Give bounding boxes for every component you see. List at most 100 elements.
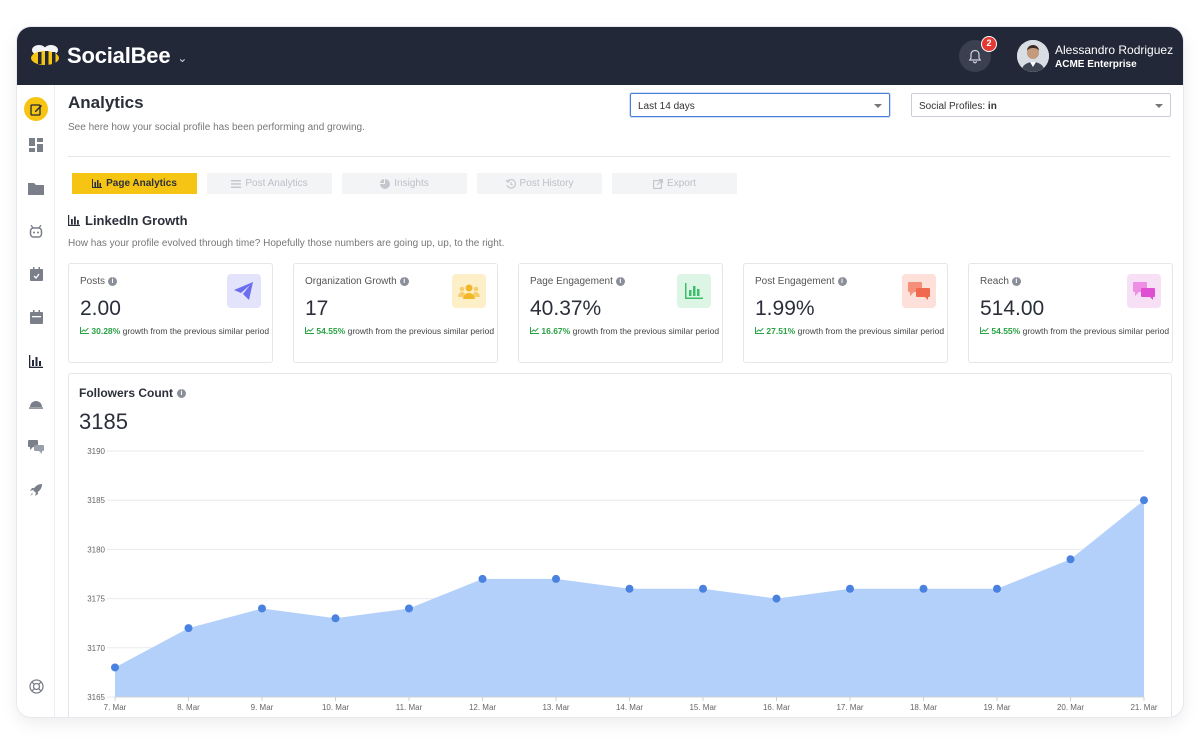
info-icon[interactable]: i <box>177 388 186 398</box>
chart-title-text: Followers Count <box>79 386 173 400</box>
growth-text: growth from the previous similar period <box>797 326 945 336</box>
followers-area <box>115 500 1144 697</box>
sidebar-item-boost[interactable] <box>24 478 48 502</box>
data-point <box>625 584 634 593</box>
info-icon[interactable]: i <box>108 277 118 286</box>
x-tick-label: 16. Mar <box>763 703 790 712</box>
kpi-label: Reach i <box>980 276 1021 287</box>
kpi-value: 514.00 <box>980 297 1045 320</box>
list-icon <box>231 179 242 188</box>
data-point <box>552 574 560 583</box>
date-range-select[interactable]: Last 14 days <box>630 93 890 117</box>
followers-chart-card: Followers Count i 3185 3165 3170 3175 3180 3… <box>68 373 1172 717</box>
trend-up-icon <box>305 327 314 334</box>
social-profiles-label: Social Profiles: <box>919 101 986 112</box>
info-icon[interactable]: i <box>1011 277 1021 286</box>
tab-post-analytics[interactable]: Post Analytics <box>207 173 332 194</box>
sidebar-item-schedule[interactable] <box>24 262 48 286</box>
kpi-label-text: Posts <box>80 276 106 287</box>
tab-label: Page Analytics <box>106 178 177 189</box>
growth-value: 30.28% <box>91 326 121 336</box>
kpi-label-text: Reach <box>980 276 1009 287</box>
top-bar: SocialBee ⌄ 2 Alessandro Rodriguez ACME … <box>17 27 1183 85</box>
sidebar-item-content[interactable] <box>24 176 48 200</box>
tab-page-analytics[interactable]: Page Analytics <box>72 173 197 194</box>
info-icon[interactable]: i <box>615 277 625 286</box>
bar-chart-icon <box>68 215 80 226</box>
y-tick-label: 3165 <box>87 693 105 702</box>
sidebar-item-cloche[interactable] <box>24 392 48 416</box>
data-point <box>111 663 119 672</box>
trend-up-icon <box>755 327 764 334</box>
growth-text: growth from the previous similar period <box>572 326 720 336</box>
tab-label: Post History <box>519 178 574 189</box>
growth-text: growth from the previous similar period <box>1022 326 1170 336</box>
bell-icon <box>968 49 982 63</box>
kpi-label-text: Organization Growth <box>305 276 397 287</box>
chart-title: Followers Count i <box>79 386 186 400</box>
calendar-icon <box>29 310 43 324</box>
sidebar-item-analytics[interactable] <box>24 349 48 373</box>
chat-bubbles-icon <box>1127 274 1161 308</box>
tab-label: Insights <box>394 178 429 189</box>
data-point <box>846 584 854 593</box>
x-tick-label: 19. Mar <box>983 703 1010 712</box>
sidebar-item-messages[interactable] <box>24 435 48 459</box>
kpi-growth: 54.55% growth from the previous similar … <box>305 324 495 339</box>
kpi-label: Posts i <box>80 276 118 287</box>
kpi-label: Organization Growth i <box>305 276 409 287</box>
cloche-icon <box>29 401 43 409</box>
growth-value: 54.55% <box>991 326 1021 336</box>
kpi-label: Post Engagement i <box>755 276 847 287</box>
growth-text: growth from the previous similar period <box>122 326 270 336</box>
sidebar-item-calendar[interactable] <box>24 305 48 329</box>
tab-export[interactable]: Export <box>612 173 737 194</box>
social-profiles-select[interactable]: Social Profiles: in <box>911 93 1171 117</box>
info-icon[interactable]: i <box>837 277 847 286</box>
info-icon[interactable]: i <box>399 277 409 286</box>
sidebar-item-automation[interactable] <box>24 219 48 243</box>
growth-percent: 54.55% <box>305 326 345 336</box>
growth-percent: 30.28% <box>80 326 120 336</box>
people-icon <box>452 274 486 308</box>
data-point <box>478 574 487 583</box>
export-icon <box>653 178 664 189</box>
x-tick-label: 17. Mar <box>836 703 863 712</box>
y-tick-label: 3190 <box>87 447 105 456</box>
brand-switcher[interactable]: SocialBee ⌄ <box>29 41 187 71</box>
data-point <box>331 614 340 623</box>
growth-value: 54.55% <box>316 326 346 336</box>
header-divider <box>68 156 1170 157</box>
tab-insights[interactable]: Insights <box>342 173 467 194</box>
followers-total: 3185 <box>79 409 128 434</box>
analytics-icon <box>29 354 43 368</box>
data-point <box>1066 555 1075 564</box>
avatar[interactable] <box>1017 40 1049 72</box>
messages-icon <box>28 440 44 454</box>
user-organization: ACME Enterprise <box>1055 59 1137 70</box>
sidebar <box>17 85 55 717</box>
kpi-card-reach: Reach i 514.00 54.55% growth from the pre… <box>968 263 1173 363</box>
x-tick-label: 11. Mar <box>396 703 423 712</box>
tab-post-history[interactable]: Post History <box>477 173 602 194</box>
kpi-growth: 27.51% growth from the previous similar … <box>755 324 945 339</box>
kpi-label: Page Engagement i <box>530 276 625 287</box>
bar-chart-icon <box>92 179 103 188</box>
chevron-down-icon: ⌄ <box>177 50 188 65</box>
pie-chart-icon <box>380 178 391 189</box>
growth-value: 16.67% <box>541 326 571 336</box>
growth-value: 27.51% <box>766 326 796 336</box>
sidebar-item-compose[interactable] <box>24 97 48 121</box>
sidebar-item-dashboard[interactable] <box>24 133 48 157</box>
sidebar-item-help[interactable] <box>24 674 48 698</box>
trend-up-icon <box>530 327 539 334</box>
chat-icon <box>902 274 936 308</box>
x-tick-label: 21. Mar <box>1130 703 1157 712</box>
x-tick-label: 18. Mar <box>910 703 937 712</box>
x-tick-label: 15. Mar <box>689 703 716 712</box>
section-title-text: LinkedIn Growth <box>85 213 188 228</box>
compose-icon <box>29 103 42 116</box>
growth-text: growth from the previous similar period <box>347 326 495 336</box>
kpi-growth: 16.67% growth from the previous similar … <box>530 324 720 339</box>
caret-down-icon <box>1155 104 1163 108</box>
